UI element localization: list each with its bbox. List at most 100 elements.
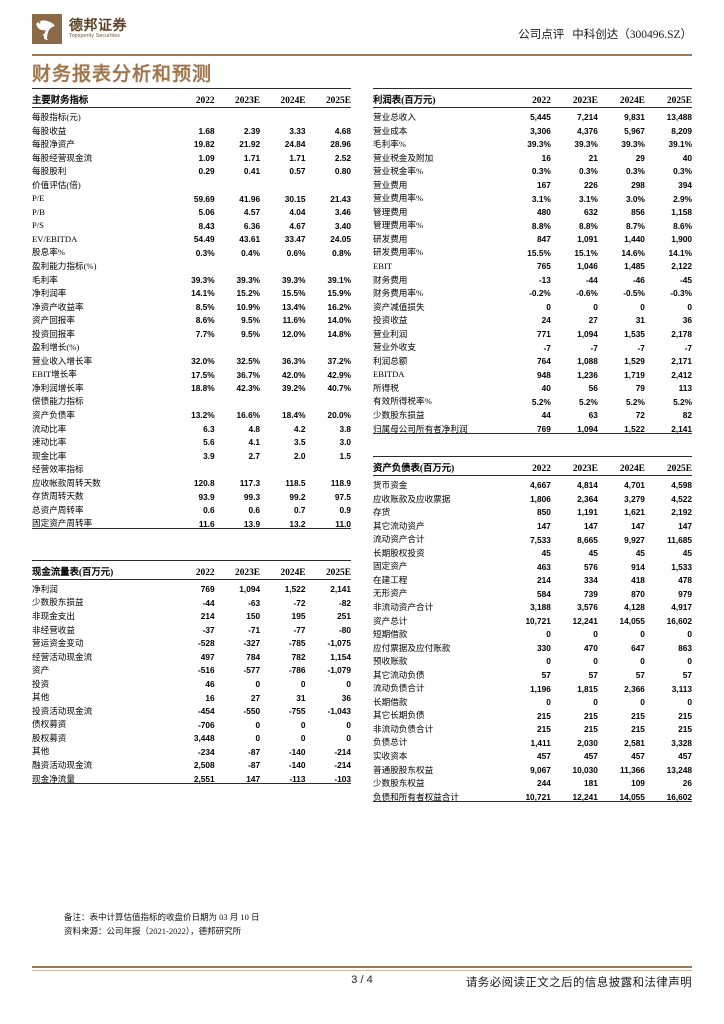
row-value: -80: [339, 624, 351, 635]
table-row: 股权募资 3,448 0 0 0: [32, 729, 351, 743]
row-label: EBITDA: [373, 369, 405, 380]
row-value: 847: [536, 234, 551, 245]
table-row: 营业外收支 -7 -7 -7 -7: [373, 338, 692, 352]
row-value: 4,701: [624, 480, 645, 491]
row-value: 36: [682, 315, 692, 326]
row-value: 27: [588, 315, 598, 326]
row-value: 13,248: [666, 764, 692, 775]
row-value: 40: [682, 152, 692, 163]
row-value: -87: [248, 746, 261, 757]
column-header: 2024E: [597, 456, 645, 477]
table-row: 现金比率 3.9 2.7 2.0 1.5: [32, 447, 351, 461]
row-value: 576: [584, 561, 598, 572]
row-value: 167: [536, 179, 551, 190]
row-value: 1.71: [243, 152, 261, 163]
row-label: 营业税金及附加: [373, 152, 434, 163]
row-value: 0: [687, 697, 692, 708]
row-value: 5.2%: [673, 396, 692, 407]
row-value: [215, 460, 260, 474]
row-value: 0.41: [243, 166, 261, 177]
table-row: 每股指标(元): [32, 108, 351, 122]
table-row: 其它流动资产 147 147 147 147: [373, 517, 692, 531]
footer-divider: [32, 966, 692, 968]
table-row: 投资收益 24 27 31 36: [373, 311, 692, 325]
row-value: 1,485: [624, 261, 645, 272]
row-value: [306, 108, 351, 122]
row-value: 26: [682, 778, 692, 789]
row-label: EBIT增长率: [32, 369, 77, 380]
row-value: 13.2: [289, 518, 306, 529]
table-row: 无形资产 584 739 870 979: [373, 585, 692, 599]
row-value: 8,209: [671, 125, 692, 136]
row-value: 0.6%: [286, 247, 306, 258]
row-value: 24.05: [330, 234, 351, 245]
column-header: 2023E: [550, 456, 598, 477]
row-value: 97.5: [334, 491, 351, 502]
row-value: 782: [291, 651, 306, 662]
row-value: 32.0%: [191, 356, 215, 367]
brand-name-en: Topsperity Securities: [69, 33, 121, 40]
row-value: 36.3%: [281, 356, 306, 367]
row-value: 1,719: [624, 369, 645, 380]
row-value: [260, 176, 305, 190]
row-value: 0: [687, 629, 692, 640]
row-value: -327: [243, 638, 261, 649]
row-label: 融资活动现金流: [32, 760, 93, 771]
row-value: 0: [546, 301, 551, 312]
row-value: -46: [632, 274, 645, 285]
row-value: 0.3%: [673, 166, 692, 177]
row-value: 10,030: [572, 764, 598, 775]
row-value: 13.9: [243, 518, 261, 529]
row-label: 营业费用: [373, 179, 408, 190]
column-header: 2025E: [305, 88, 351, 108]
row-label: 归属母公司所有者净利润: [373, 423, 468, 434]
row-label: 货币资金: [373, 480, 408, 491]
row-value: [169, 338, 214, 352]
table-row: 预收账款 0 0 0 0: [373, 652, 692, 666]
row-value: 0.3%: [195, 247, 215, 258]
row-value: 497: [200, 651, 215, 662]
row-value: 21.92: [239, 139, 261, 150]
row-label: 流动资产合计: [373, 534, 425, 545]
row-value: -516: [198, 665, 215, 676]
row-value: -113: [289, 773, 306, 784]
row-label: EV/EBITDA: [32, 233, 78, 244]
row-value: 0.6: [203, 505, 215, 516]
table-row: 净资产收益率 8.5% 10.9% 13.4% 16.2%: [32, 298, 351, 312]
row-value: 15.2%: [236, 288, 261, 299]
row-value: 7,214: [577, 112, 598, 123]
row-value: 45: [635, 548, 645, 559]
row-value: 214: [536, 575, 551, 586]
table-body: 营业总收入 5,445 7,214 9,831 13,488 营业成本 3,306 4,376…: [373, 108, 692, 434]
row-value: 4.8: [248, 423, 261, 434]
row-value: 784: [246, 651, 261, 662]
row-label: 偿债能力指标: [32, 396, 84, 407]
row-value: [306, 257, 351, 271]
row-value: 39.1%: [668, 139, 692, 150]
row-value: 3.46: [334, 207, 351, 218]
page-number: 3 / 4: [351, 974, 373, 986]
table-row: 价值评估(倍): [32, 176, 351, 190]
row-value: 4.68: [334, 125, 351, 136]
brand-name-cn: 德邦证券: [69, 17, 127, 34]
row-label: 毛利率: [32, 274, 58, 285]
column-header: 2025E: [305, 559, 351, 580]
row-value: -45: [680, 274, 692, 285]
row-label: 现金净流量: [32, 773, 75, 784]
row-value: 215: [631, 724, 645, 735]
row-label: 每股指标(元): [32, 111, 81, 122]
table-row: 非现金支出 214 150 195 251: [32, 607, 351, 621]
row-value: 8.6%: [195, 315, 215, 326]
row-value: 8.43: [198, 220, 215, 231]
row-label: 非流动资产合计: [373, 602, 434, 612]
column-header: 2023E: [214, 559, 261, 580]
row-value: 4,814: [577, 480, 598, 491]
table-bottom-rule: [32, 528, 351, 531]
row-label: 管理费用率%: [373, 220, 424, 231]
row-value: 13.4%: [281, 301, 306, 312]
row-value: 99.2: [289, 491, 306, 502]
row-value: -1,075: [327, 638, 351, 649]
row-value: 5.2%: [531, 396, 551, 407]
table-body: 每股指标(元) 每股收益 1.68 2.39 3.33 4.68 每股净资产 19.82 21.…: [32, 108, 351, 529]
row-label: 研发费用率%: [373, 247, 424, 258]
